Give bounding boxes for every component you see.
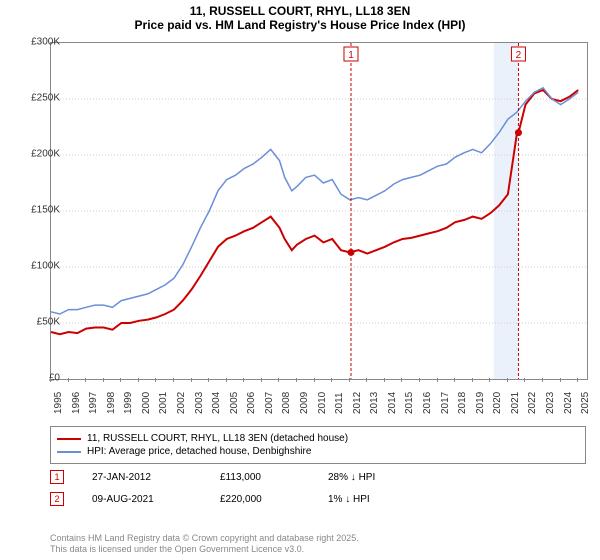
x-axis-label: 2002 <box>176 392 187 414</box>
x-axis-label: 2006 <box>246 392 257 414</box>
x-axis-label: 2001 <box>158 392 169 414</box>
x-axis-label: 2004 <box>211 392 222 414</box>
legend-row: HPI: Average price, detached house, Denb… <box>57 446 579 457</box>
y-axis-label: £250K <box>14 93 60 104</box>
x-axis-label: 1995 <box>53 392 64 414</box>
sale-row: 1 27-JAN-2012 £113,000 28% ↓ HPI <box>50 470 586 484</box>
sale-row: 2 09-AUG-2021 £220,000 1% ↓ HPI <box>50 492 586 506</box>
sale-delta: 28% ↓ HPI <box>328 472 375 483</box>
x-axis-label: 2007 <box>264 392 275 414</box>
x-axis-label: 2011 <box>334 392 345 414</box>
chart-container: 11, RUSSELL COURT, RHYL, LL18 3EN Price … <box>0 0 600 560</box>
x-axis-label: 1996 <box>71 392 82 414</box>
title: 11, RUSSELL COURT, RHYL, LL18 3EN <box>0 0 600 18</box>
sale-price: £220,000 <box>220 494 300 505</box>
x-axis-label: 2003 <box>194 392 205 414</box>
x-axis-label: 2009 <box>299 392 310 414</box>
y-axis-label: £300K <box>14 37 60 48</box>
y-axis-label: £0 <box>14 373 60 384</box>
x-axis-label: 2020 <box>492 392 503 414</box>
x-axis-label: 2000 <box>141 392 152 414</box>
x-axis-label: 2005 <box>229 392 240 414</box>
x-axis-label: 2025 <box>580 392 591 414</box>
footer-line1: Contains HM Land Registry data © Crown c… <box>50 533 359 545</box>
x-axis-label: 2015 <box>404 392 415 414</box>
legend: 11, RUSSELL COURT, RHYL, LL18 3EN (detac… <box>50 426 586 464</box>
x-axis-label: 2010 <box>317 392 328 414</box>
x-axis-label: 2017 <box>440 392 451 414</box>
x-axis-label: 2012 <box>352 392 363 414</box>
x-axis-label: 2016 <box>422 392 433 414</box>
x-axis-label: 2014 <box>387 392 398 414</box>
legend-swatch <box>57 438 81 440</box>
x-axis-label: 2018 <box>457 392 468 414</box>
footer-line2: This data is licensed under the Open Gov… <box>50 544 359 556</box>
sale-marker: 2 <box>50 492 64 506</box>
plot-svg: 12 <box>51 43 587 379</box>
sale-date: 27-JAN-2012 <box>92 472 192 483</box>
x-axis-label: 1999 <box>123 392 134 414</box>
svg-text:1: 1 <box>348 50 354 61</box>
x-axis-label: 1997 <box>88 392 99 414</box>
sale-delta: 1% ↓ HPI <box>328 494 370 505</box>
x-axis-label: 2023 <box>545 392 556 414</box>
y-axis-label: £100K <box>14 261 60 272</box>
y-axis-label: £150K <box>14 205 60 216</box>
x-axis-label: 2019 <box>475 392 486 414</box>
svg-text:2: 2 <box>516 50 522 61</box>
legend-row: 11, RUSSELL COURT, RHYL, LL18 3EN (detac… <box>57 433 579 444</box>
sale-price: £113,000 <box>220 472 300 483</box>
legend-label: 11, RUSSELL COURT, RHYL, LL18 3EN (detac… <box>87 433 348 444</box>
legend-label: HPI: Average price, detached house, Denb… <box>87 446 311 457</box>
sale-marker: 1 <box>50 470 64 484</box>
x-axis-label: 1998 <box>106 392 117 414</box>
x-axis-label: 2008 <box>281 392 292 414</box>
y-axis-label: £200K <box>14 149 60 160</box>
plot-area: 12 <box>50 42 588 380</box>
x-axis-label: 2024 <box>563 392 574 414</box>
x-axis-label: 2022 <box>527 392 538 414</box>
y-axis-label: £50K <box>14 317 60 328</box>
x-axis-label: 2021 <box>510 392 521 414</box>
footer: Contains HM Land Registry data © Crown c… <box>50 533 359 556</box>
legend-swatch <box>57 451 81 453</box>
subtitle: Price paid vs. HM Land Registry's House … <box>0 18 600 34</box>
sale-date: 09-AUG-2021 <box>92 494 192 505</box>
x-axis-label: 2013 <box>369 392 380 414</box>
